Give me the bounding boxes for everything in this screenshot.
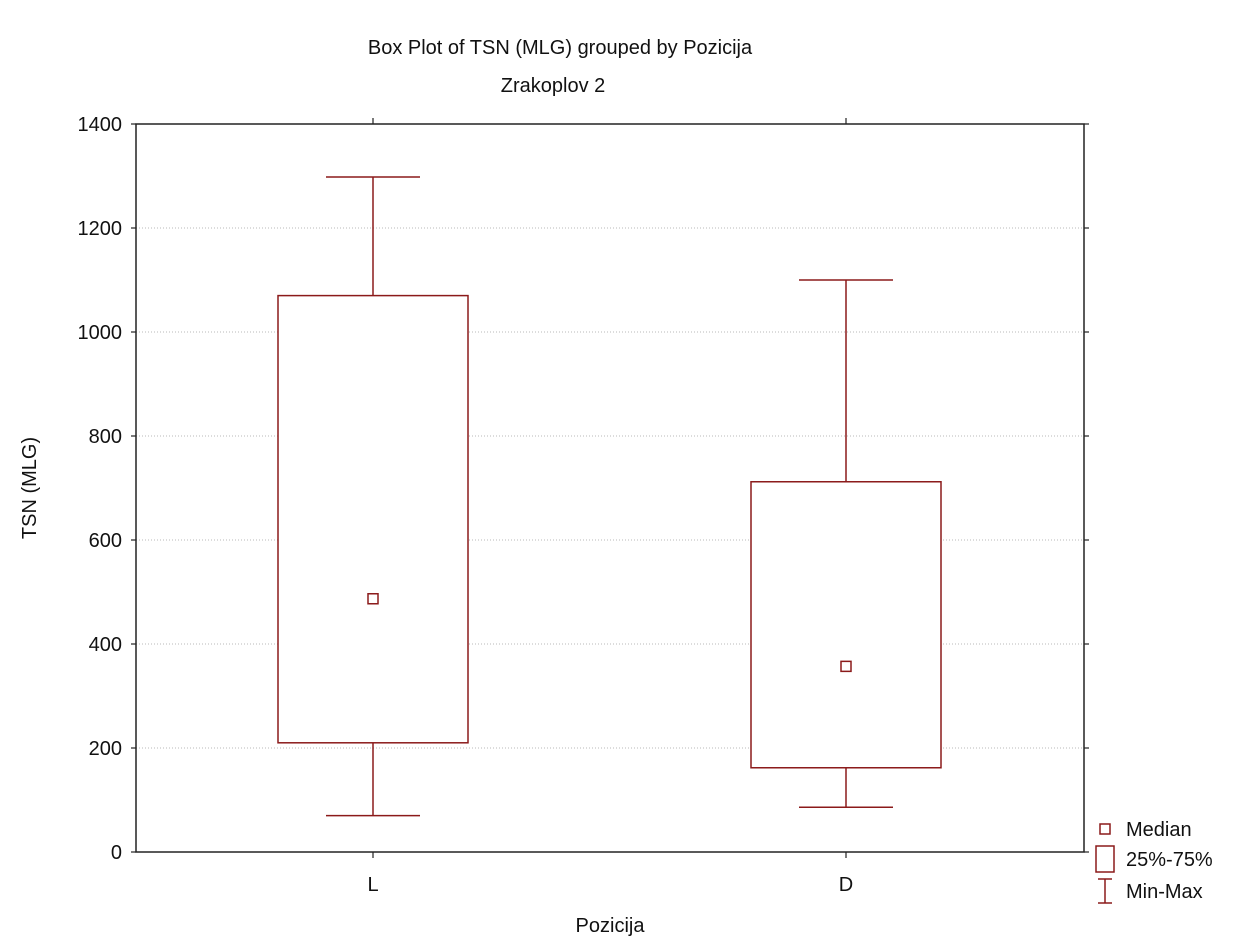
y-tick-label: 600 (89, 530, 122, 552)
y-tick-label: 200 (89, 738, 122, 760)
chart-title: Box Plot of TSN (MLG) grouped by Pozicij… (368, 37, 753, 59)
y-tick-label: 0 (111, 842, 122, 864)
box-marker (1095, 845, 1115, 873)
gridlines (136, 227, 1084, 749)
x-axis-label: Pozicija (576, 915, 646, 937)
y-tick-label: 400 (89, 634, 122, 656)
interquartile-box (750, 481, 942, 769)
y-tick-label: 1200 (78, 218, 123, 240)
chart-subtitle: Zrakoplov 2 (501, 75, 606, 97)
median-marker (840, 660, 852, 673)
y-tick-label: 1000 (78, 322, 123, 344)
y-tick-label: 1400 (78, 114, 123, 136)
y-axis-label: TSN (MLG) (19, 437, 41, 539)
y-tick-label: 800 (89, 426, 122, 448)
legend: Median 25%-75% Min-Max (1095, 819, 1213, 904)
legend-label: Min-Max (1126, 881, 1203, 903)
box-group-l (277, 176, 469, 817)
x-tick-label: L (367, 874, 378, 896)
interquartile-box (277, 294, 469, 744)
whisker-marker (1098, 878, 1112, 904)
legend-label: Median (1126, 819, 1192, 841)
box-group-d (750, 279, 942, 809)
x-tick-label: D (839, 874, 853, 896)
y-axis-ticks: 0 200 400 600 800 1000 1200 1400 (78, 114, 1089, 864)
median-marker (367, 593, 379, 605)
legend-label: 25%-75% (1126, 849, 1213, 871)
plot-area (135, 123, 1085, 853)
median-marker (1099, 823, 1111, 835)
box-plot-series (277, 176, 942, 817)
